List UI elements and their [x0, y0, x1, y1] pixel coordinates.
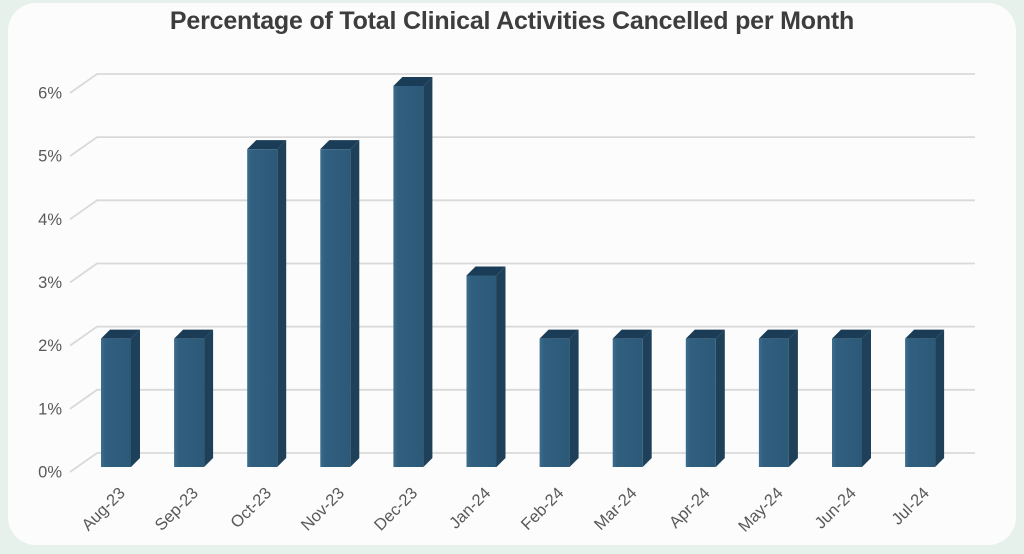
- bar-top-face: [758, 329, 798, 339]
- x-tick-label: Apr-24: [666, 484, 714, 532]
- x-tick-label: Mar-24: [591, 484, 641, 534]
- gridline: [69, 262, 975, 284]
- bar: [247, 140, 287, 467]
- bar: [612, 329, 652, 467]
- bar-top-face: [320, 140, 360, 150]
- x-tick-label: Sep-23: [152, 484, 202, 534]
- bar-front-face: [905, 338, 936, 467]
- bar-side-face: [642, 329, 652, 467]
- bar-front-face: [685, 338, 716, 467]
- x-tick-label: Oct-23: [227, 484, 275, 532]
- gridline: [69, 325, 975, 347]
- x-tick-label: Jan-24: [446, 484, 494, 532]
- bar-top-face: [174, 329, 214, 339]
- x-tick-label: Aug-23: [78, 484, 128, 534]
- bar: [466, 266, 506, 467]
- bar-side-face: [935, 329, 945, 467]
- bar-top-face: [247, 140, 287, 150]
- bar: [832, 329, 871, 467]
- bar-front-face: [466, 275, 497, 467]
- gridline: [69, 452, 975, 473]
- bar-front-face: [174, 338, 205, 467]
- bar-side-face: [496, 266, 506, 467]
- gridline: [69, 136, 975, 157]
- bar-top-face: [101, 329, 140, 339]
- bar-top-face: [612, 329, 652, 339]
- y-tick-label: 5%: [38, 148, 62, 166]
- bar: [101, 329, 140, 467]
- bar-front-face: [320, 149, 351, 467]
- x-tick-label: Dec-23: [371, 484, 421, 534]
- bar-front-face: [101, 338, 131, 467]
- chart-title: Percentage of Total Clinical Activities …: [169, 7, 855, 35]
- bar-top-face: [685, 329, 725, 339]
- y-tick-label: 6%: [38, 84, 62, 102]
- x-tick-label: Jun-24: [811, 484, 859, 532]
- x-tick-label: Feb-24: [518, 484, 568, 534]
- y-tick-label: 3%: [38, 274, 62, 292]
- x-tick-label: Jul-24: [888, 484, 933, 529]
- bar-side-face: [350, 140, 360, 467]
- y-tick-label: 1%: [38, 400, 62, 418]
- y-tick-label: 2%: [38, 337, 62, 355]
- x-tick-label: May-24: [735, 484, 787, 536]
- bar-front-face: [832, 338, 862, 467]
- bar-side-face: [569, 329, 579, 467]
- y-tick-label: 0%: [38, 464, 62, 482]
- bar-side-face: [788, 329, 798, 467]
- bar-top-face: [832, 329, 871, 339]
- y-tick-label: 4%: [38, 211, 62, 229]
- x-tick-label: Nov-23: [298, 484, 348, 534]
- bar: [685, 329, 725, 467]
- bar: [393, 76, 433, 467]
- bar-front-face: [393, 85, 424, 467]
- bar-top-face: [539, 329, 579, 339]
- bar-side-face: [277, 140, 287, 467]
- bar-side-face: [423, 76, 433, 467]
- bar: [320, 140, 360, 467]
- bar: [174, 329, 214, 467]
- bar-top-face: [466, 266, 506, 276]
- bar-top-face: [905, 329, 945, 339]
- bar-side-face: [204, 329, 214, 467]
- gridline: [69, 199, 975, 221]
- bar-front-face: [612, 338, 643, 467]
- bar-side-face: [715, 329, 725, 467]
- gridline: [69, 388, 975, 410]
- bar-front-face: [247, 149, 278, 467]
- bar-side-face: [131, 329, 140, 467]
- bar-top-face: [393, 76, 433, 86]
- bar: [539, 329, 579, 467]
- gridline: [69, 73, 975, 94]
- bar-front-face: [539, 338, 570, 467]
- bar: [758, 329, 798, 467]
- bar-side-face: [862, 329, 871, 467]
- bar-front-face: [758, 338, 789, 467]
- bar: [905, 329, 945, 467]
